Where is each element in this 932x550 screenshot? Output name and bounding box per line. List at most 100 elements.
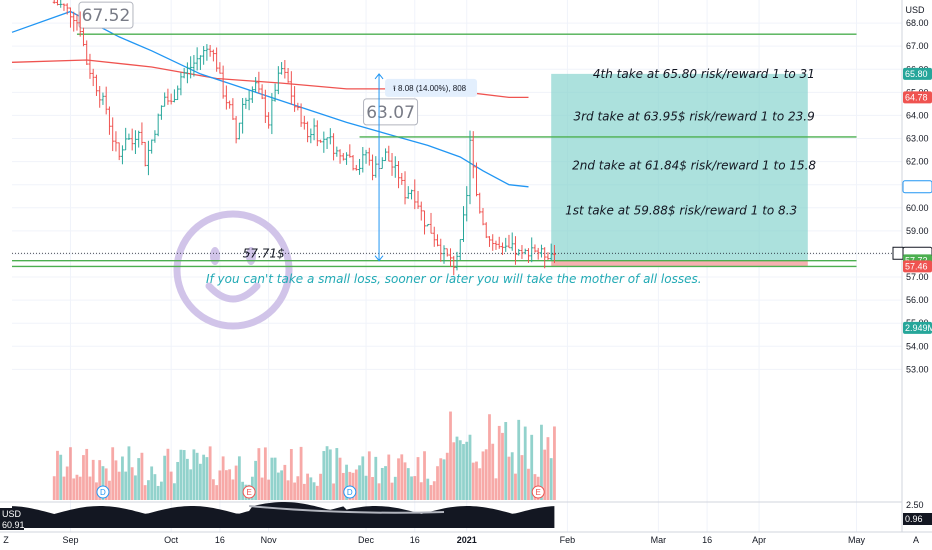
price-tick-label: 67.00 [906, 41, 929, 51]
ohlc-bar [309, 128, 313, 144]
ohlc-bar [354, 164, 358, 171]
volume-bar [384, 466, 387, 500]
ohlc-bar [423, 210, 427, 235]
price-tick-label: 59.00 [906, 226, 929, 236]
volume-bar [143, 485, 147, 500]
indicator-tick-label: 2.50 [906, 500, 924, 510]
ohlc-bar [289, 71, 293, 105]
ohlc-bar [387, 145, 391, 162]
volume-bar [419, 482, 423, 500]
volume-bar [130, 467, 134, 500]
ohlc-bar [85, 40, 89, 65]
time-tick-label: Dec [358, 535, 375, 545]
price-tag: 64.78 [903, 91, 932, 104]
time-tick-label: 16 [702, 535, 712, 545]
volume-bar [192, 449, 196, 500]
ohlc-bar [517, 248, 521, 256]
ohlc-bar [474, 162, 478, 197]
ohlc-bar [403, 171, 407, 205]
time-tick-label: Sep [62, 535, 78, 545]
measure-arrow-head-top [374, 73, 384, 80]
ohlc-bar [549, 243, 553, 261]
ohlc-bar [530, 237, 534, 263]
time-tick-label: 16 [410, 535, 420, 545]
volume-bar [335, 448, 339, 500]
horizontal-levels[interactable]: 67.52 63.07 57.71$ [12, 1, 902, 268]
ohlc-bar [156, 113, 160, 137]
ohlc-bar [390, 153, 394, 176]
indicator-left-value: 60.91 [2, 520, 25, 530]
ohlc-bar [455, 251, 459, 271]
indicator-smooth-line [249, 505, 445, 514]
earnings-marker[interactable] [96, 485, 110, 499]
volume-bar [62, 476, 66, 500]
volume-bar [263, 447, 267, 500]
ohlc-bar [273, 83, 277, 102]
ohlc-bar [231, 98, 235, 120]
ohlc-bar [328, 128, 332, 145]
ohlc-bar [124, 127, 128, 151]
target-zone[interactable] [551, 73, 808, 261]
volume-bar [345, 464, 348, 500]
earnings-marker[interactable] [343, 485, 357, 499]
volume-bar [361, 456, 365, 500]
volume-bar [540, 424, 543, 500]
ohlc-bar [78, 11, 82, 37]
ohlc-bar [487, 236, 491, 247]
volume-bar [101, 466, 105, 500]
volume-bar [254, 460, 258, 500]
ohlc-bar [267, 112, 271, 129]
price-axis[interactable]: 68.0067.0066.0065.0064.0063.0062.0061.00… [892, 0, 932, 532]
ohlc-bar [247, 90, 251, 111]
volume-bar [218, 470, 222, 500]
ohlc-bar [159, 105, 163, 120]
text-annotations: 4th take at 65.80 risk/reward 1 to 31 3rd… [206, 67, 816, 286]
long-position-tool[interactable] [551, 73, 808, 267]
indicator-area [12, 502, 555, 528]
volume-bar [156, 485, 160, 500]
ohlc-bar [374, 156, 378, 178]
price-tick-label: 63.00 [906, 134, 929, 144]
ohlc-bar [59, 0, 63, 8]
ohlc-bar [426, 223, 430, 227]
stop-zone[interactable] [551, 260, 808, 267]
volume-bar [289, 449, 293, 500]
volume-bar [82, 455, 85, 500]
ohlc-bar [484, 222, 488, 239]
take-profit-note: 4th take at 65.80 risk/reward 1 to 31 [593, 67, 815, 81]
ohlc-bar [72, 11, 76, 32]
ohlc-bar [380, 157, 384, 169]
volume-bar [319, 473, 322, 500]
price-range-measure[interactable]: ⭱ 8.08 (14.00%), 808 [374, 73, 478, 262]
price-tag: 2.949M [903, 321, 932, 334]
volume-bar [416, 457, 420, 500]
volume-bar [426, 478, 430, 500]
volume-bar [108, 480, 111, 500]
auto-scale-marker: A [913, 535, 919, 545]
close-marker-box[interactable] [892, 246, 904, 260]
time-tick-label: May [848, 535, 866, 545]
time-axis[interactable]: Sep Oct 16 Nov Dec 16 2021 Feb Mar 16 Apr May Z A [0, 531, 932, 545]
earnings-marker[interactable] [242, 485, 256, 499]
ohlc-bar [364, 149, 368, 164]
ohlc-bar [416, 191, 420, 209]
ohlc-bar [150, 139, 154, 154]
volume-bar [88, 476, 92, 500]
volume-bar [56, 450, 59, 500]
volume-bar [507, 456, 511, 500]
smiley-face-outline [173, 210, 293, 330]
volume-bar [211, 479, 215, 500]
measure-label: ⭱ 8.08 (14.00%), 808 [393, 84, 467, 93]
volume-bar [497, 425, 501, 500]
volume-bar [302, 483, 306, 500]
ohlc-bar [419, 201, 423, 221]
volume-bar [78, 476, 82, 500]
volume-bar [510, 452, 514, 500]
close-marker-icon: X [895, 248, 901, 258]
ohlc-bar [276, 66, 280, 95]
volume-bar [202, 454, 206, 500]
earnings-marker[interactable] [531, 485, 545, 499]
volume-bar [270, 457, 274, 500]
